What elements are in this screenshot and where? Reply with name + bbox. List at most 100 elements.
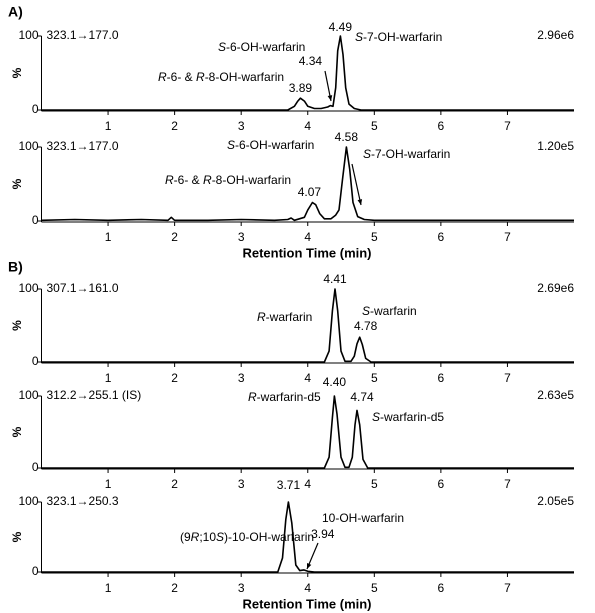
panel-label: B)	[8, 259, 23, 275]
x-tick-label: 5	[371, 477, 378, 491]
y-axis-label: %	[10, 67, 24, 78]
x-axis-label: Retention Time (min)	[242, 596, 371, 611]
x-tick-label: 7	[504, 230, 511, 244]
x-tick-label: 4	[304, 230, 311, 244]
annotation-part: -warfarin-d5	[257, 390, 321, 404]
intensity-label: 2.05e5	[537, 494, 574, 508]
y-tick-label: 0	[32, 564, 39, 578]
peak-label: 4.07	[298, 185, 322, 199]
x-tick-label: 6	[438, 581, 445, 595]
peak-label: 4.58	[335, 130, 359, 144]
y-tick-label: 0	[32, 460, 39, 474]
transition-label: 312.2→255.1 (IS)	[47, 388, 142, 402]
x-tick-label: 2	[171, 119, 178, 133]
annotation-part: ;10	[199, 530, 216, 544]
x-tick-label: 2	[171, 581, 178, 595]
annotation-part: (9	[180, 530, 191, 544]
x-tick-label: 4	[304, 477, 311, 491]
x-tick-label: 5	[371, 371, 378, 385]
annotation-part: R	[165, 173, 174, 187]
y-axis-label: %	[10, 531, 24, 542]
annotation-part: -7-OH-warfarin	[363, 30, 442, 44]
peak-label: 4.40	[323, 375, 347, 389]
annotation-part: -8-OH-warfarin	[205, 70, 284, 84]
y-tick-label: 0	[32, 102, 39, 116]
annotation-part: R	[257, 310, 266, 324]
x-tick-label: 3	[238, 477, 245, 491]
annotation-part: -6-OH-warfarin	[226, 40, 305, 54]
annotation-part: -7-OH-warfarin	[371, 147, 450, 161]
arrow-head	[327, 95, 333, 101]
x-tick-label: 5	[371, 119, 378, 133]
trace	[41, 501, 574, 573]
annotation-part: R	[203, 173, 212, 187]
x-tick-label: 1	[105, 371, 112, 385]
annotation: S-6-OH-warfarin	[227, 138, 314, 152]
annotation-part: -warfarin	[266, 310, 313, 324]
annotation-part: )-10-OH-warfarin	[224, 530, 314, 544]
annotation-part: -6- &	[174, 173, 203, 187]
annotation-part: -8-OH-warfarin	[212, 173, 291, 187]
annotation-part: S	[363, 147, 371, 161]
annotation-part: S	[218, 40, 226, 54]
x-tick-label: 4	[304, 581, 311, 595]
trace	[41, 35, 574, 111]
x-tick-label: 3	[238, 230, 245, 244]
x-tick-label: 5	[371, 581, 378, 595]
y-tick-label: 100	[18, 388, 38, 402]
annotation: (9R;10S)-10-OH-warfarin	[180, 530, 314, 544]
y-tick-label: 0	[32, 213, 39, 227]
x-tick-label: 7	[504, 581, 511, 595]
intensity-label: 1.20e5	[537, 139, 574, 153]
x-tick-label: 2	[171, 477, 178, 491]
x-tick-label: 7	[504, 119, 511, 133]
annotation-part: R	[191, 530, 200, 544]
x-tick-label: 7	[504, 477, 511, 491]
annotation-part: S	[362, 304, 370, 318]
y-axis-label: %	[10, 178, 24, 189]
annotation-part: -warfarin-d5	[380, 410, 444, 424]
y-tick-label: 100	[18, 494, 38, 508]
transition-label: 323.1→177.0	[47, 28, 119, 42]
transition-label: 323.1→250.3	[47, 494, 119, 508]
x-tick-label: 2	[171, 371, 178, 385]
x-tick-label: 1	[105, 119, 112, 133]
x-tick-label: 6	[438, 230, 445, 244]
x-tick-label: 6	[438, 477, 445, 491]
annotation-part: R	[248, 390, 257, 404]
transition-label: 323.1→177.0	[47, 139, 119, 153]
annotation: S-6-OH-warfarin	[218, 40, 305, 54]
annotation-part: R	[158, 70, 167, 84]
intensity-label: 2.96e6	[537, 28, 574, 42]
annotation: R-warfarin-d5	[248, 390, 321, 404]
y-axis-label: %	[10, 426, 24, 437]
peak-label: 4.74	[350, 390, 374, 404]
annotation: S-warfarin	[362, 304, 417, 318]
arrow-head	[307, 563, 312, 569]
arrow-head	[357, 199, 363, 205]
x-tick-label: 6	[438, 371, 445, 385]
panel-label: A)	[8, 4, 23, 20]
trace	[41, 395, 574, 469]
x-tick-label: 1	[105, 477, 112, 491]
annotation: 10-OH-warfarin	[322, 511, 404, 525]
y-tick-label: 100	[18, 281, 38, 295]
x-tick-label: 2	[171, 230, 178, 244]
y-tick-label: 0	[32, 354, 39, 368]
annotation: S-7-OH-warfarin	[363, 147, 450, 161]
annotation-part: S	[227, 138, 235, 152]
annotation: R-6- & R-8-OH-warfarin	[158, 70, 284, 84]
x-tick-label: 5	[371, 230, 378, 244]
peak-label: 3.71	[277, 478, 301, 492]
peak-label: 3.89	[289, 81, 313, 95]
annotation-part: R	[196, 70, 205, 84]
y-tick-label: 100	[18, 28, 38, 42]
x-tick-label: 3	[238, 119, 245, 133]
x-axis-label: Retention Time (min)	[242, 245, 371, 260]
x-tick-label: 3	[238, 371, 245, 385]
y-axis-label: %	[10, 320, 24, 331]
peak-label: 4.49	[329, 20, 353, 34]
annotation: S-warfarin-d5	[372, 410, 444, 424]
